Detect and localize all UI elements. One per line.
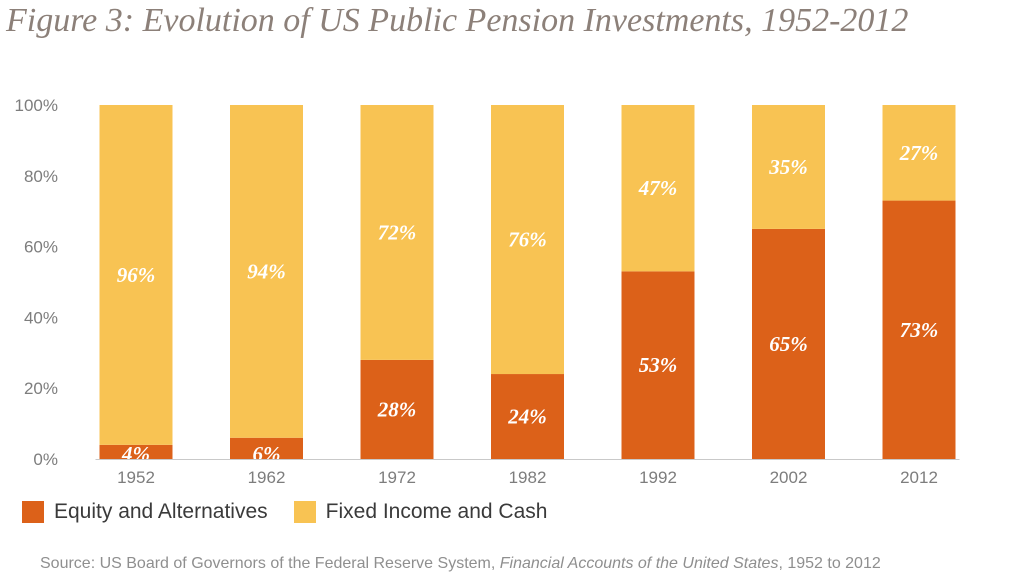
x-tick-label: 1952 [117,468,155,487]
bar-segment-equity [360,359,434,459]
source-prefix: Source: US Board of Governors of the Fed… [40,555,500,572]
y-axis: 0% 20% 40% 60% 80% 100% [15,96,58,469]
bar-segment-fixed-income [882,105,956,201]
bar-segment-equity [491,374,564,459]
bar-segment-fixed-income [491,105,564,375]
bar-segment-equity [882,200,956,459]
bar-segment-equity [99,444,173,459]
source-publication: Financial Accounts of the United States [499,555,779,572]
data-label-fixed-income: 94% [247,259,286,283]
bar-segment-equity [752,228,825,459]
bar-segment-equity [621,271,695,459]
data-label-fixed-income: 76% [508,228,547,252]
source-note: Source: US Board of Governors of the Fed… [40,555,881,573]
legend-item-fixed-income: Fixed Income and Cash [293,500,548,524]
bar-segment-equity [230,437,303,459]
data-label-fixed-income: 27% [899,141,939,165]
legend-swatch-equity [22,501,44,523]
x-tick-label: 1962 [248,468,286,487]
data-label-equity: 65% [769,332,808,356]
data-label-fixed-income: 96% [117,263,156,287]
bar-segment-fixed-income [360,105,434,360]
bar-segment-fixed-income [621,105,695,272]
y-tick-label: 60% [24,238,58,257]
legend-item-equity: Equity and Alternatives [22,500,268,524]
x-axis: 1952 1962 1972 1982 1992 2002 2012 [95,459,960,487]
legend-label-equity: Equity and Alternatives [54,500,268,523]
data-label-fixed-income: 72% [378,220,417,244]
x-tick-label: 1982 [509,468,547,487]
bar-segment-fixed-income [752,105,825,229]
data-label-equity: 6% [253,442,281,466]
source-suffix: , 1952 to 2012 [778,555,881,572]
y-tick-label: 80% [24,167,58,186]
data-label-equity: 24% [507,405,547,429]
bar-segment-fixed-income [99,105,173,445]
bar-segment-fixed-income [230,105,303,438]
data-label-fixed-income: 47% [638,176,678,200]
data-label-equity: 53% [639,353,678,377]
chart-title: Figure 3: Evolution of US Public Pension… [6,2,909,39]
legend: Equity and Alternatives Fixed Income and… [22,500,573,524]
y-tick-label: 20% [24,379,58,398]
legend-swatch-fixed-income [293,501,316,523]
data-label-fixed-income: 35% [768,155,808,179]
y-tick-label: 0% [33,450,58,469]
data-label-equity: 28% [377,397,417,421]
x-tick-label: 1972 [378,468,416,487]
y-tick-label: 40% [24,308,58,327]
x-tick-label: 2012 [900,468,938,487]
y-tick-label: 100% [15,96,58,115]
stacked-bar-chart: 0% 20% 40% 60% 80% 100% 4% 96% 6% 94% 28% 72% 24% 76… [15,96,960,487]
legend-label-fixed-income: Fixed Income and Cash [325,500,548,523]
data-label-equity: 73% [900,318,939,342]
x-tick-label: 2002 [770,468,808,487]
data-label-equity: 4% [121,442,150,466]
bars: 4% 96% 6% 94% 28% 72% 24% 76% 53% 47% 65% 35% 73% 27% [99,105,956,466]
x-tick-label: 1992 [639,468,677,487]
